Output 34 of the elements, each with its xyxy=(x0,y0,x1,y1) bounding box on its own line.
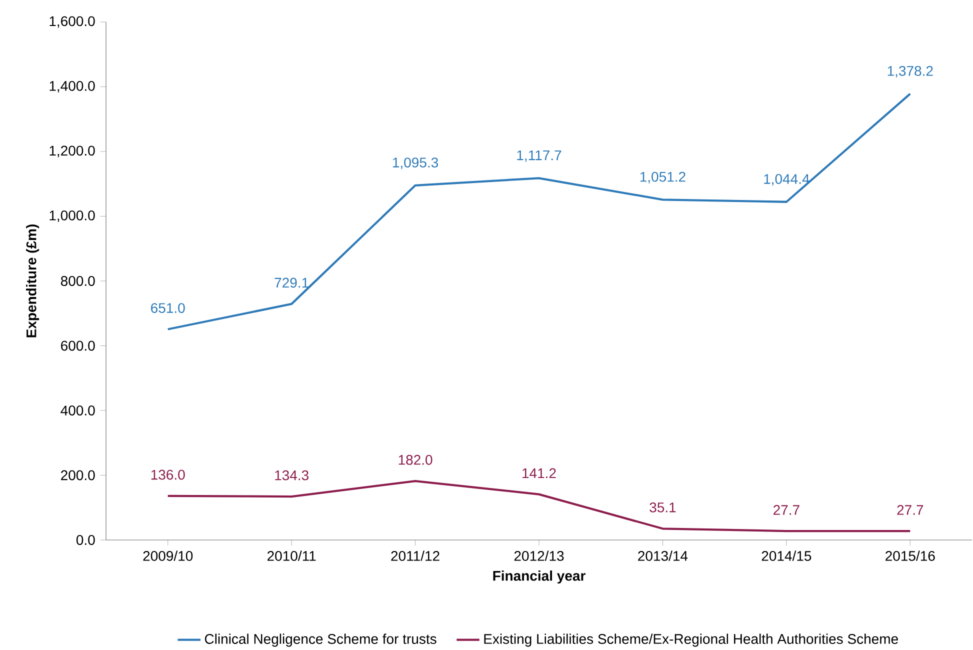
data-label: 27.7 xyxy=(774,505,800,515)
data-label: 1,051.2 xyxy=(640,172,686,184)
legend-label: Existing Liabilities Scheme/Ex-Regional Health Authorities Scheme xyxy=(484,634,898,647)
y-tick-label: 1,000.0 xyxy=(50,210,95,222)
y-tick-label: 1,600.0 xyxy=(50,16,95,28)
data-label: 134.3 xyxy=(275,470,308,480)
x-tick-label: 2013/14 xyxy=(638,550,688,561)
x-tick-label: 2015/16 xyxy=(886,550,935,561)
y-axis-title: Expenditure (£m) xyxy=(26,224,40,338)
y-tick-label: 1,200.0 xyxy=(50,146,95,158)
data-label: 651.0 xyxy=(151,303,185,313)
legend-label: Clinical Negligence Scheme for trusts xyxy=(204,634,436,647)
x-tick-label: 2014/15 xyxy=(762,550,812,561)
data-label: 136.0 xyxy=(151,470,185,480)
data-label: 1,044.4 xyxy=(764,174,810,186)
data-label: 141.2 xyxy=(522,468,556,478)
data-label: 27.7 xyxy=(897,505,924,515)
y-tick-label: 0.0 xyxy=(76,535,95,545)
y-tick-label: 600.0 xyxy=(61,340,95,351)
x-tick-label: 2011/12 xyxy=(391,550,440,561)
data-label: 1,117.7 xyxy=(517,150,562,162)
data-label: 729.1 xyxy=(274,278,308,288)
x-axis-title: Financial year xyxy=(493,570,586,584)
y-tick-label: 400.0 xyxy=(60,406,95,416)
y-tick-label: 800.0 xyxy=(60,276,95,286)
x-tick-label: 2009/10 xyxy=(143,550,193,561)
data-label: 1,095.3 xyxy=(393,158,438,170)
data-label: 182.0 xyxy=(398,454,432,465)
data-label: 35.1 xyxy=(650,502,676,512)
data-label: 1,378.2 xyxy=(888,66,933,78)
x-tick-label: 2012/13 xyxy=(514,550,564,561)
y-tick-label: 1,400.0 xyxy=(50,80,95,93)
y-tick-label: 200.0 xyxy=(61,470,95,480)
x-tick-label: 2010/11 xyxy=(268,550,316,561)
